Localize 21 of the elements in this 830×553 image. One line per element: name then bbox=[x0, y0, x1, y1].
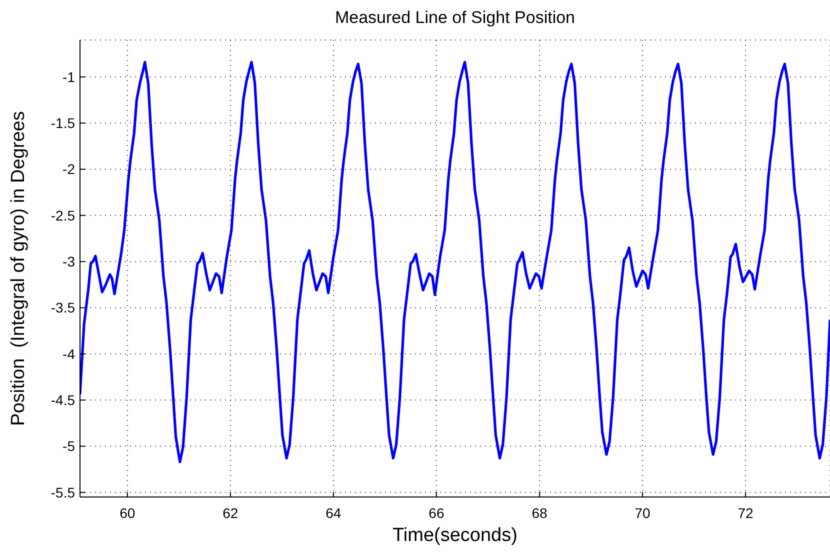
y-tick-label: -1.5 bbox=[50, 115, 76, 132]
y-tick-label: -2 bbox=[62, 161, 76, 178]
x-tick-label: 72 bbox=[738, 504, 754, 521]
line-series bbox=[80, 60, 830, 464]
y-tick-label: -4 bbox=[62, 346, 76, 362]
y-tick-label: -3 bbox=[62, 254, 76, 270]
y-tick-label: -1 bbox=[62, 68, 76, 85]
x-axis-title: Time(seconds) bbox=[392, 525, 518, 546]
y-tick-label: -4.5 bbox=[50, 392, 76, 408]
y-tick-label: -5.5 bbox=[50, 484, 76, 500]
x-tick-label: 70 bbox=[634, 504, 650, 521]
chart-title: Measured Line of Sight Position bbox=[334, 8, 576, 28]
x-tick-label: 60 bbox=[120, 504, 136, 521]
y-tick-label: -2.5 bbox=[50, 207, 76, 224]
y-axis-title: Position (Integral of gyro) in Degrees bbox=[8, 111, 29, 426]
x-tick-label: 64 bbox=[326, 504, 342, 521]
x-tick-label: 68 bbox=[532, 504, 548, 521]
x-tick-label: 66 bbox=[428, 504, 444, 521]
y-tick-label: -5 bbox=[62, 438, 76, 454]
x-tick-label: 62 bbox=[222, 504, 238, 521]
y-tick-label: -3.5 bbox=[50, 300, 76, 316]
